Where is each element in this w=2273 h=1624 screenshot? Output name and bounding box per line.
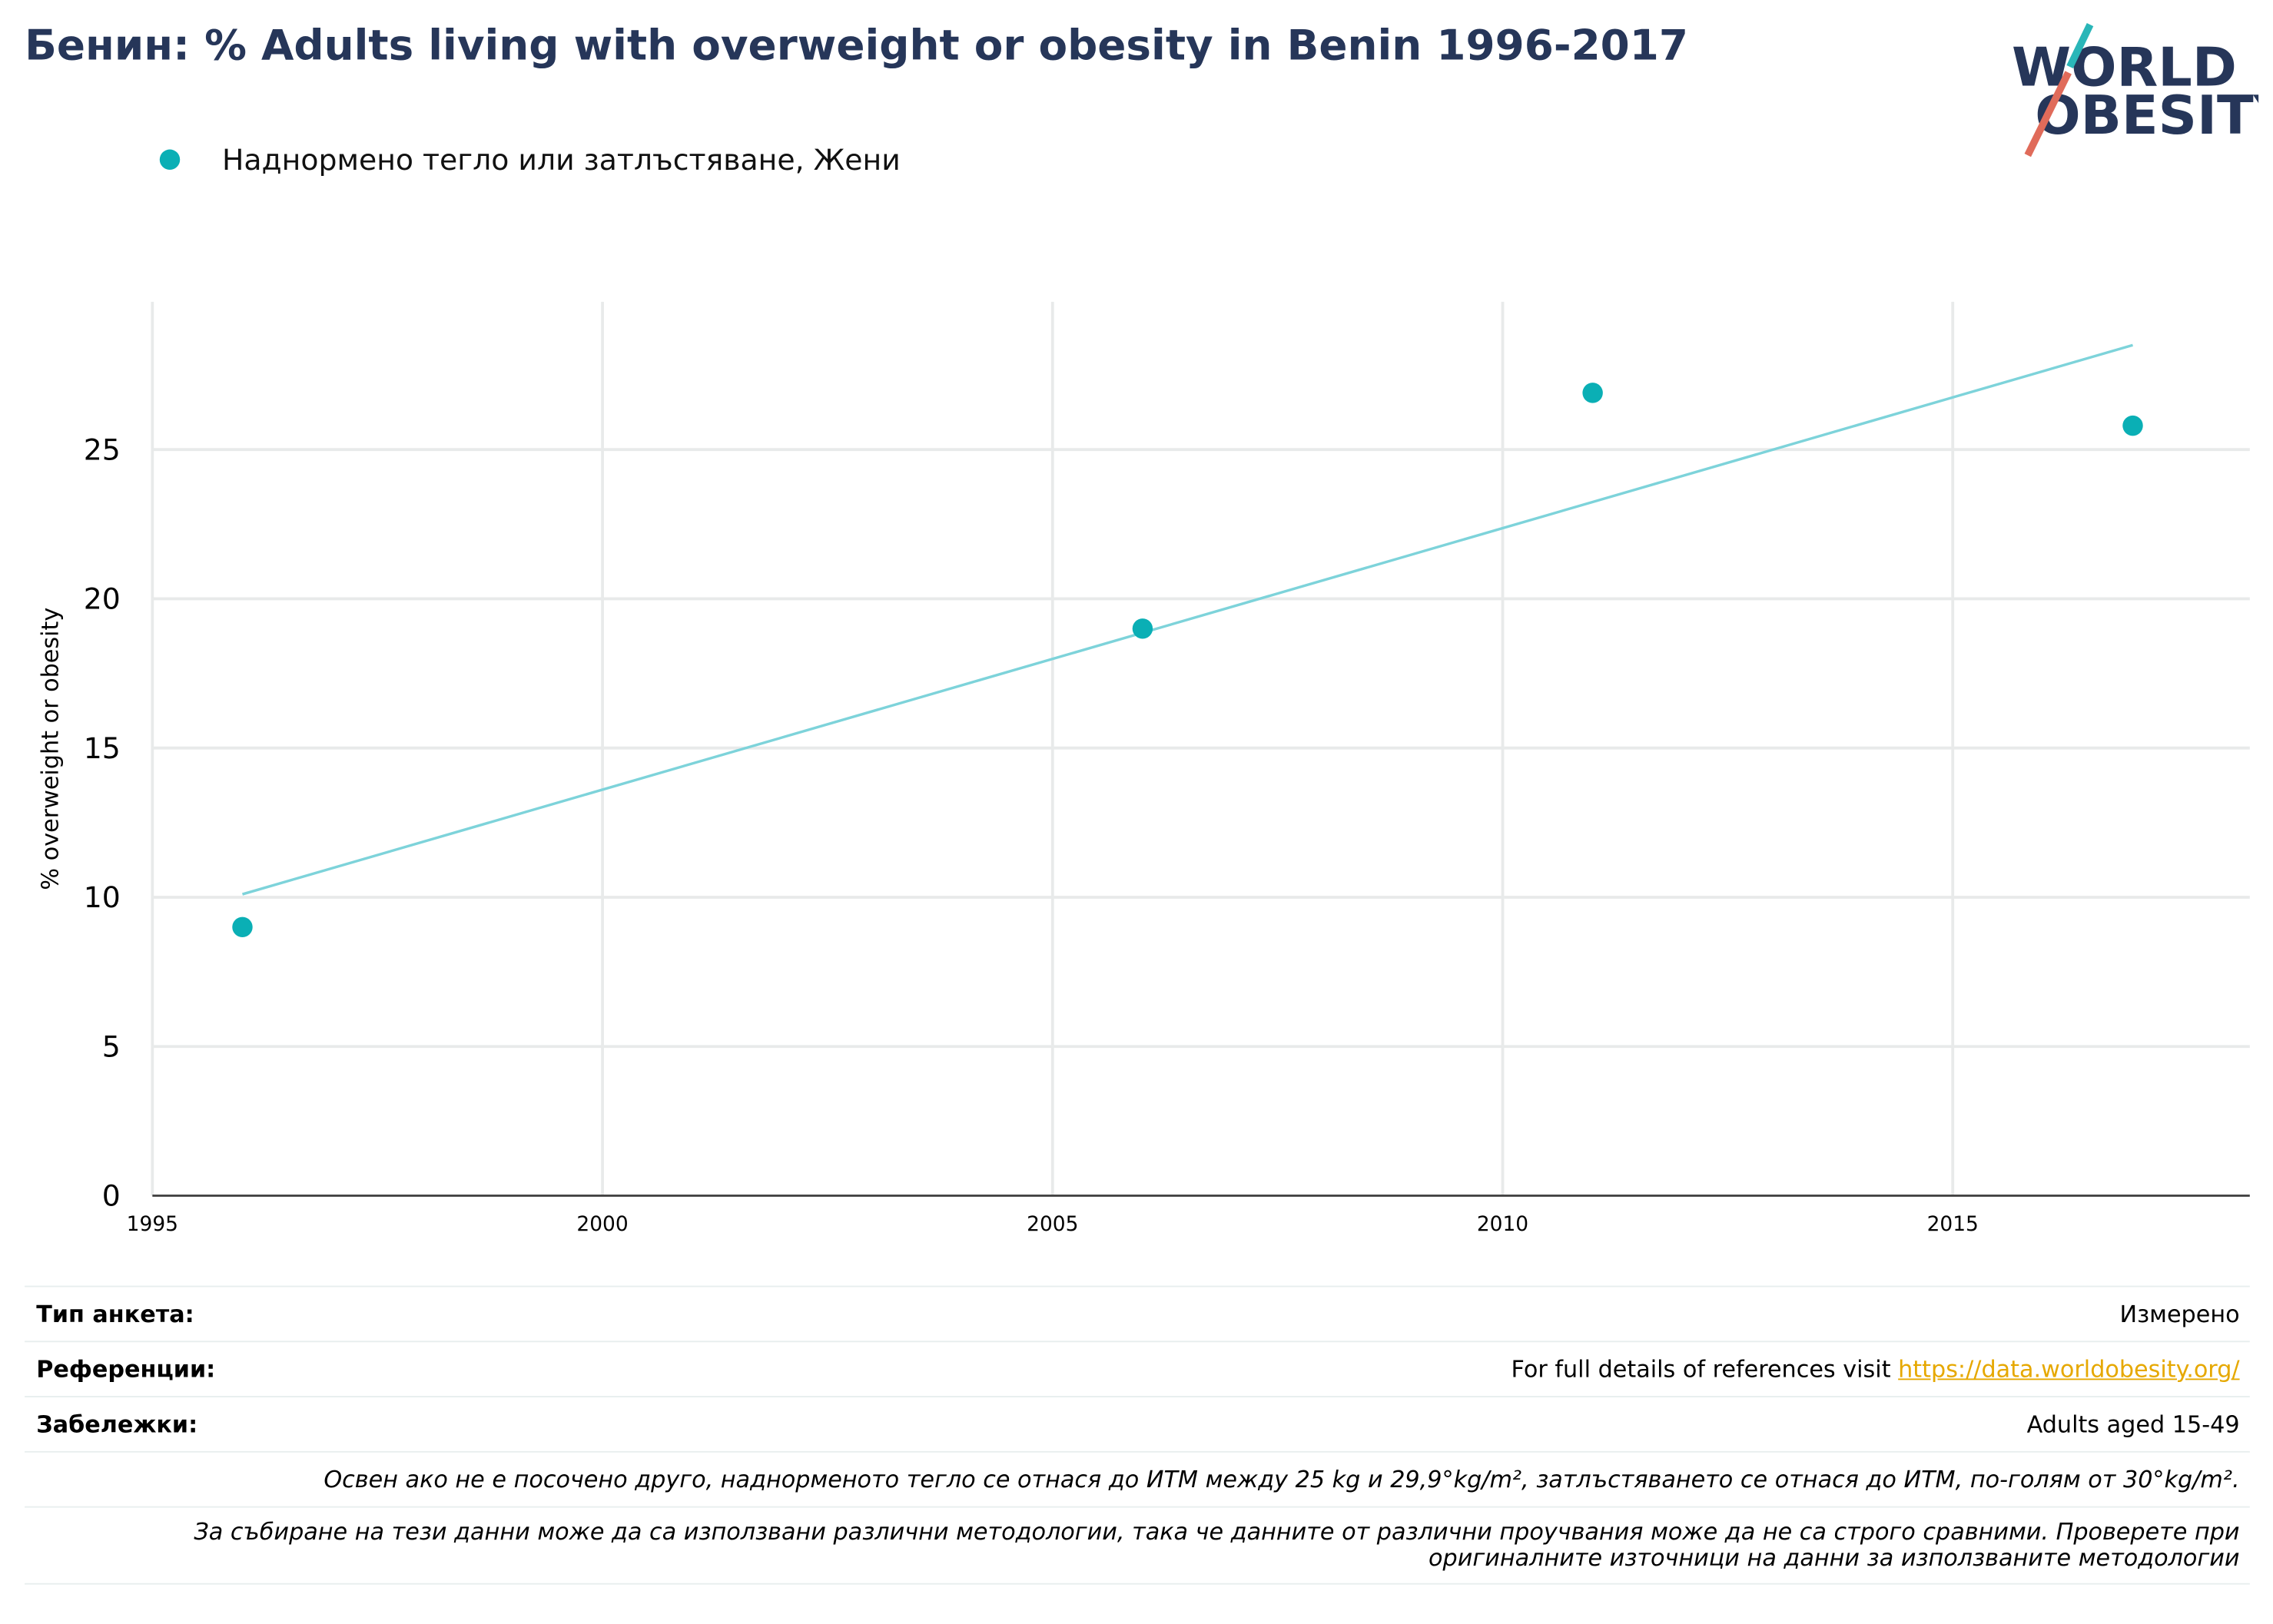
references-row: Референции: For full details of referenc… [25, 1341, 2250, 1396]
logo-text-obesity: OBESITY [2035, 85, 2258, 147]
scatter-chart: 1995 2000 2005 2010 2015 0 5 10 15 20 25 % overweig… [38, 301, 2250, 1236]
survey-type-row: Тип анкета: Измерено [25, 1285, 2250, 1341]
survey-type-label: Тип анкета: [36, 1300, 194, 1328]
data-point [1582, 383, 1603, 403]
chart-legend: Наднормено тегло или затлъстяване, Жени [159, 142, 901, 177]
info-table: Тип анкета: Измерено Референции: For ful… [25, 1285, 2250, 1585]
y-tick-label: 5 [102, 1029, 121, 1063]
y-tick-label: 10 [84, 880, 121, 914]
methodology-note-line2: оригиналните източници на данни за изпол… [1429, 1543, 2240, 1572]
data-point [232, 916, 253, 938]
world-obesity-logo: WORLD OBESITY [2003, 20, 2273, 165]
y-tick-label: 0 [102, 1179, 121, 1213]
x-tick-label: 2000 [576, 1212, 628, 1236]
data-point [1132, 618, 1153, 639]
notes-label: Забележки: [36, 1410, 198, 1438]
trend-line [242, 343, 2133, 896]
x-tick-label: 2015 [1927, 1212, 1979, 1236]
methodology-note: За събиране на тези данни може да са изп… [194, 1517, 2240, 1572]
x-tick-label: 1995 [127, 1212, 178, 1236]
definition-note-row: Освен ако не е посочено друго, наднормен… [25, 1450, 2250, 1506]
legend-marker [159, 149, 181, 171]
references-link[interactable]: https://data.worldobesity.org/ [1898, 1355, 2240, 1384]
methodology-note-row: За събиране на тези данни може да са изп… [25, 1506, 2250, 1585]
y-tick-label: 15 [84, 731, 121, 765]
x-tick-label: 2010 [1477, 1212, 1528, 1236]
references-label: Референции: [36, 1355, 216, 1384]
data-point [2122, 415, 2143, 436]
references-text: For full details of references visit [1511, 1355, 1899, 1384]
legend-label: Наднормено тегло или затлъстяване, Жени [222, 142, 901, 177]
definition-note: Освен ако не е посочено друго, наднормен… [324, 1465, 2240, 1493]
y-tick-label: 25 [84, 433, 121, 466]
references-value: For full details of references visit htt… [1511, 1355, 2240, 1383]
notes-row: Забележки: Adults aged 15-49 [25, 1396, 2250, 1451]
y-axis-label: % overweight or obesity [38, 608, 65, 890]
survey-type-value: Измерено [2119, 1300, 2240, 1328]
logo-text-world: WORLD [2012, 36, 2237, 98]
y-tick-label: 20 [84, 582, 121, 616]
notes-value: Adults aged 15-49 [2026, 1410, 2240, 1438]
methodology-note-line1: За събиране на тези данни може да са изп… [194, 1517, 2240, 1546]
page-title: Бенин: % Adults living with overweight o… [25, 20, 1689, 70]
x-tick-label: 2005 [1027, 1212, 1078, 1236]
